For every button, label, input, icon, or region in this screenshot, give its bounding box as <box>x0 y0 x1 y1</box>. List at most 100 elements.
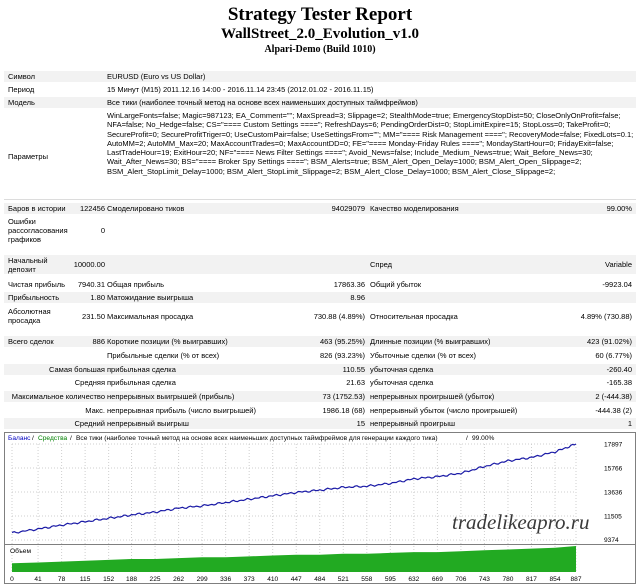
symbol-label: Символ <box>8 72 36 81</box>
legend-sep: / <box>466 435 468 442</box>
avg-profit-value: 21.63 <box>346 378 365 387</box>
x-tick-label: 0 <box>10 576 14 583</box>
short-value: 463 (95.25%) <box>319 337 365 346</box>
legend-desc: Все тики (наиболее точный метод на основ… <box>76 434 438 442</box>
max-consec-wins-label: непрерывных выигрышей (прибыль) <box>107 392 235 401</box>
max-consec-profit-value: 1986.18 (68) <box>322 406 365 415</box>
legend-sep: / <box>70 435 72 442</box>
profit-trades-value: 826 (93.23%) <box>319 351 365 360</box>
params-value: WinLargeFonts=false; Magic=987123; EA_Co… <box>107 111 634 176</box>
expect-label: Матожидание выигрыша <box>107 293 194 302</box>
x-tick-label: 115 <box>80 576 91 583</box>
row-shade <box>4 391 636 402</box>
period-label: Период <box>8 85 35 94</box>
net-value: 7940.31 <box>77 280 105 289</box>
volume-area <box>12 546 576 572</box>
chart-legend: Баланс / Средства / Все тики (наиболее т… <box>8 434 495 442</box>
spread-value: Variable <box>605 260 632 269</box>
spread-label: Спред <box>370 260 393 269</box>
params-label: Параметры <box>8 152 48 161</box>
total-label: Всего сделок <box>8 337 54 346</box>
x-tick-label: 336 <box>220 576 231 583</box>
max-consec-profit-label: непрерывная прибыль (число выигрышей) <box>107 406 256 415</box>
x-axis-labels: 0 41 78 115 152 188 225 262 299 336 373 410 447 484 52… <box>10 576 582 583</box>
long-label: Длинные позиции (% выигравших) <box>370 337 491 346</box>
gross-profit-value: 17863.36 <box>333 280 365 289</box>
x-tick-label: 225 <box>150 576 161 583</box>
max-consec-wins-value: 73 (1752.53) <box>322 392 365 401</box>
volume-separator <box>5 544 635 545</box>
errors-label: Ошибки рассогласования графиков <box>8 217 68 244</box>
report-title: Strategy Tester Report <box>227 4 413 25</box>
y-tick-label: 15766 <box>604 466 623 473</box>
model-label: Модель <box>8 98 35 107</box>
volume-bars <box>12 546 576 572</box>
max-consec-loss-value: -444.38 (2) <box>595 406 632 415</box>
quality-value: 99.00% <box>606 204 632 213</box>
symbol-value: EURUSD (Euro vs US Dollar) <box>107 72 206 81</box>
y-tick-label: 9374 <box>604 537 619 544</box>
x-tick-label: 669 <box>432 576 443 583</box>
x-tick-label: 558 <box>361 576 372 583</box>
gross-loss-label: Общий убыток <box>370 280 422 289</box>
quality-label: Качество моделирования <box>370 204 459 213</box>
watermark: tradelikeapro.ru <box>452 510 590 534</box>
avg-loss-label: убыточная сделка <box>370 378 434 387</box>
x-tick-label: 410 <box>267 576 278 583</box>
chart-grid <box>11 443 577 572</box>
row-shade <box>4 255 636 274</box>
max-count-label: Максимальное количество <box>11 392 105 401</box>
gross-profit-label: Общая прибыль <box>107 280 165 289</box>
deposit-label: Начальный депозит <box>8 256 48 274</box>
avg-consec-losses-label: непрерывный проигрыш <box>370 419 455 428</box>
ea-name: WallStreet_2.0_Evolution_v1.0 <box>220 26 420 42</box>
divider <box>4 199 636 200</box>
server-build: Alpari-Demo (Build 1010) <box>264 44 376 55</box>
bars-label: Баров в истории <box>8 204 66 213</box>
y-axis-labels: 17897 15766 13636 11505 9374 <box>604 442 623 545</box>
expect-value: 8.96 <box>350 293 365 302</box>
net-label: Чистая прибыль <box>8 280 65 289</box>
x-tick-label: 521 <box>338 576 349 583</box>
max-consec-loss-label: непрерывный убыток (число проигрышей) <box>370 406 518 415</box>
volume-label: Объем <box>10 547 31 555</box>
x-tick-label: 854 <box>550 576 561 583</box>
row-shade <box>4 97 636 108</box>
avg-consec-losses-value: 1 <box>627 419 632 428</box>
y-tick-label: 17897 <box>604 442 623 449</box>
x-tick-label: 743 <box>479 576 490 583</box>
x-tick-label: 373 <box>244 576 255 583</box>
x-tick-label: 706 <box>455 576 466 583</box>
x-tick-label: 595 <box>385 576 396 583</box>
avg-label: Средняя <box>74 378 105 387</box>
x-tick-label: 262 <box>173 576 184 583</box>
max-dd-label: Максимальная просадка <box>107 312 194 321</box>
x-tick-label: 299 <box>197 576 208 583</box>
largest-profit-label: прибыльная сделка <box>107 365 176 374</box>
max-consec-losses-value: 2 (-444.38) <box>595 392 632 401</box>
total-value: 886 <box>92 337 105 346</box>
x-tick-label: 447 <box>291 576 302 583</box>
x-tick-label: 887 <box>570 576 581 583</box>
pf-value: 1.80 <box>90 293 105 302</box>
rel-dd-value: 4.89% (730.88) <box>580 312 632 321</box>
avg-count-label: Средний <box>74 419 106 428</box>
avg-loss-value: -165.38 <box>606 378 632 387</box>
x-tick-label: 780 <box>502 576 513 583</box>
row-shade <box>4 364 636 375</box>
loss-trades-value: 60 (6.77%) <box>595 351 632 360</box>
x-tick-label: 78 <box>58 576 66 583</box>
legend-quality: 99.00% <box>472 435 495 442</box>
balance-series-line <box>11 443 577 534</box>
x-tick-label: 484 <box>314 576 325 583</box>
x-tick-label: 632 <box>408 576 419 583</box>
profit-trades-label: Прибыльные сделки (% от всех) <box>107 351 220 360</box>
row-shade <box>4 418 636 429</box>
model-value: Все тики (наиболее точный метод на основ… <box>107 98 418 107</box>
legend-equity: Средства <box>38 435 68 442</box>
x-tick-label: 817 <box>526 576 537 583</box>
ticks-label: Смоделировано тиков <box>107 204 185 213</box>
short-label: Короткие позиции (% выигравших) <box>107 337 228 346</box>
largest-loss-value: -260.40 <box>606 365 632 374</box>
legend-sep: / <box>32 435 34 442</box>
